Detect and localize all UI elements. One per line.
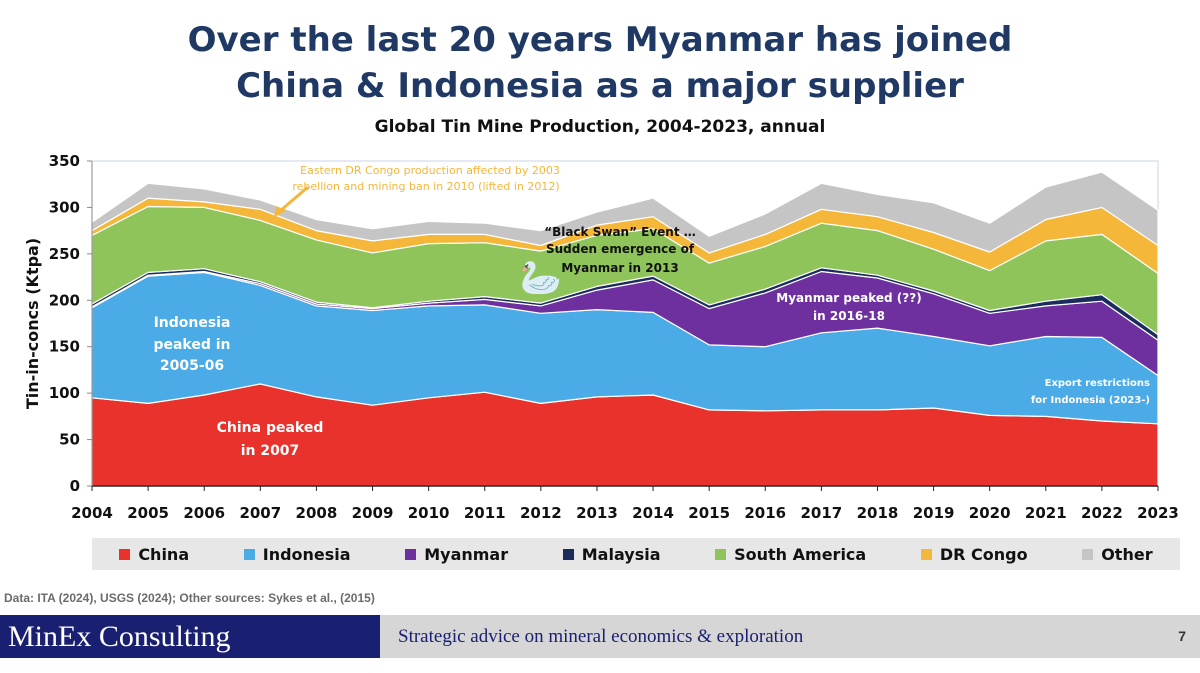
y-tick-label: 300 <box>49 198 80 216</box>
legend-item-malaysia: Malaysia <box>562 544 661 564</box>
annotation-text: 2005-06 <box>160 358 224 374</box>
footer-tagline: Strategic advice on mineral economics & … <box>398 626 804 647</box>
legend-label: Other <box>1101 544 1153 564</box>
x-tick-label: 2013 <box>576 504 618 522</box>
annotation-text: in 2007 <box>241 443 300 459</box>
y-tick-label: 350 <box>49 152 80 170</box>
annotation-text: in 2016-18 <box>813 309 885 323</box>
x-tick-label: 2022 <box>1081 504 1123 522</box>
annotation-text: rebellion and mining ban in 2010 (lifted… <box>292 180 559 193</box>
headline-line-1: Over the last 20 years Myanmar has joine… <box>187 20 1013 60</box>
annotation-arrow <box>279 185 309 213</box>
chart-title: Global Tin Mine Production, 2004-2023, a… <box>374 117 826 137</box>
data-source-note: Data: ITA (2024), USGS (2024); Other sou… <box>4 591 375 605</box>
legend-item-china: China <box>119 545 189 564</box>
x-tick-label: 2019 <box>913 504 955 522</box>
annotation-text: peaked in <box>153 337 230 353</box>
black-swan-icon: 🦢 <box>520 258 562 298</box>
annotation-text: Indonesia <box>154 315 231 331</box>
legend-swatch <box>119 548 131 560</box>
legend-label: China <box>138 544 190 564</box>
y-tick-label: 50 <box>59 431 80 449</box>
headline-line-2: China & Indonesia as a major supplier <box>236 66 964 106</box>
legend-label: Indonesia <box>262 544 351 564</box>
legend-swatch <box>562 548 574 560</box>
x-tick-label: 2014 <box>632 504 674 522</box>
legend-swatch <box>243 548 255 560</box>
legend-item-myanmar: Myanmar <box>405 545 508 564</box>
legend-item-indonesia: Indonesia <box>243 544 351 564</box>
x-tick-label: 2018 <box>857 504 899 522</box>
x-tick-label: 2023 <box>1137 504 1179 522</box>
page-number: 7 <box>1178 628 1186 644</box>
x-tick-label: 2005 <box>127 504 169 522</box>
legend-item-south-america: South America <box>715 545 866 564</box>
y-tick-label: 200 <box>49 291 80 309</box>
legend-swatch <box>715 548 727 560</box>
y-axis-label: Tin-in-concs (Ktpa) <box>23 238 42 409</box>
tin-production-chart: 0 50 100 150 200 250 300 350 2004 2005 2006 2007 200… <box>23 152 1179 522</box>
x-tick-label: 2012 <box>520 504 562 522</box>
annotation-text: Myanmar peaked (??) <box>776 291 921 305</box>
annotation-text: Eastern DR Congo production affected by … <box>300 164 560 177</box>
legend-label: South America <box>734 544 867 564</box>
x-tick-label: 2016 <box>744 504 786 522</box>
annotation-text: Export restrictions <box>1045 378 1150 389</box>
brand-name: MinEx Consulting <box>0 615 380 658</box>
x-tick-label: 2011 <box>464 504 506 522</box>
legend-item-dr-congo: DR Congo <box>920 544 1028 564</box>
annotation-text: Sudden emergence of <box>546 242 695 256</box>
x-tick-label: 2020 <box>969 504 1011 522</box>
y-tick-label: 0 <box>70 477 80 495</box>
legend-label: Myanmar <box>424 544 509 564</box>
legend-swatch <box>920 548 932 560</box>
annotation-text: for Indonesia (2023-) <box>1031 395 1150 406</box>
x-tick-label: 2010 <box>408 504 450 522</box>
annotation-text: Myanmar in 2013 <box>561 261 678 275</box>
y-tick-label: 250 <box>49 245 80 263</box>
x-tick-label: 2021 <box>1025 504 1067 522</box>
chart-legend: China Indonesia Myanmar Malaysia South Ameri… <box>92 538 1180 570</box>
x-tick-label: 2008 <box>296 504 338 522</box>
x-tick-label: 2015 <box>688 504 730 522</box>
annotation-text: China peaked <box>217 420 324 436</box>
footer-bar: Strategic advice on mineral economics & … <box>380 615 1200 658</box>
annotation-arrowhead <box>274 206 286 217</box>
annotation-text: “Black Swan” Event … <box>544 225 696 239</box>
x-tick-label: 2004 <box>71 504 113 522</box>
x-tick-label: 2009 <box>352 504 394 522</box>
y-tick-label: 150 <box>49 338 80 356</box>
area-other <box>91 171 1159 254</box>
y-tick-label: 100 <box>49 384 80 402</box>
legend-item-other: Other <box>1082 544 1153 564</box>
legend-swatch <box>405 548 417 560</box>
legend-label: DR Congo <box>939 544 1028 564</box>
x-tick-label: 2006 <box>183 504 225 522</box>
x-tick-label: 2007 <box>239 504 281 522</box>
legend-swatch <box>1082 548 1094 560</box>
x-tick-label: 2017 <box>800 504 842 522</box>
legend-label: Malaysia <box>581 544 661 564</box>
